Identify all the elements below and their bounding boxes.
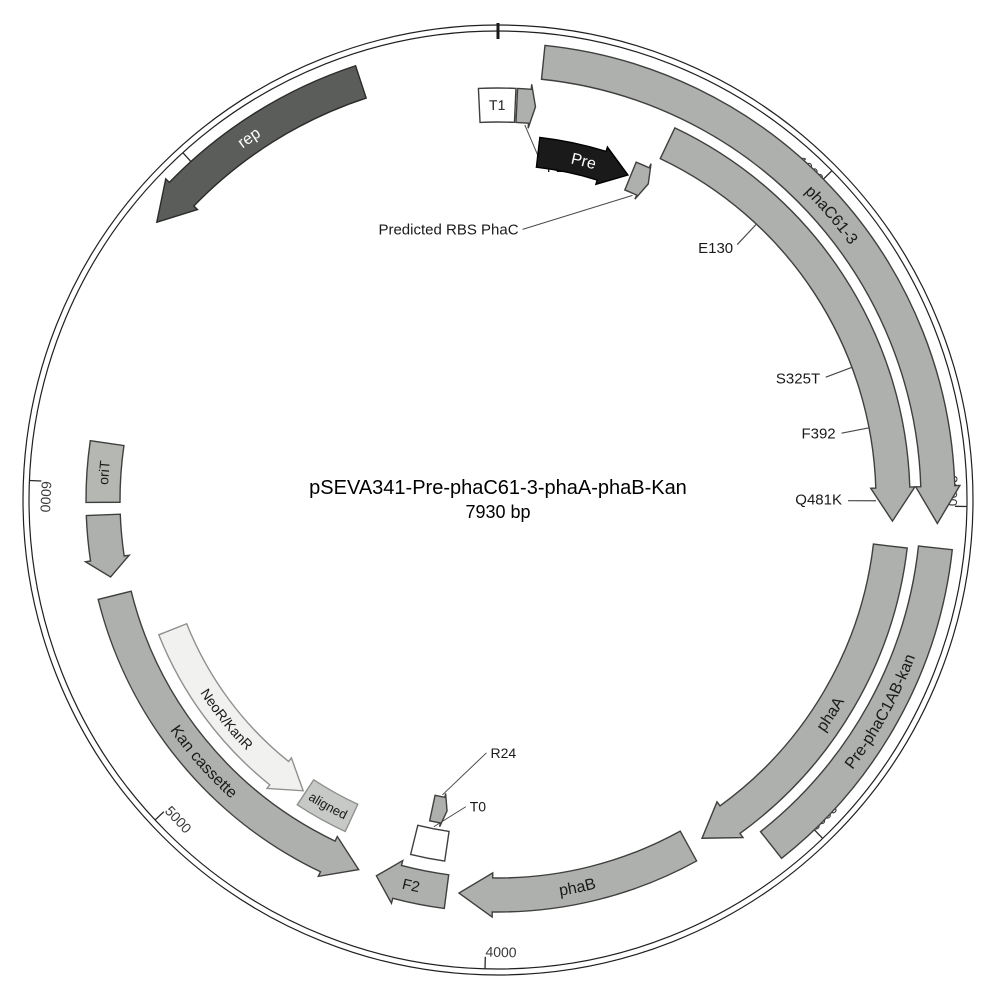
leader-RBS — [523, 195, 633, 229]
feature-F24 — [516, 84, 536, 128]
plasmid-name: pSEVA341-Pre-phaC61-3-phaA-phaB-Kan — [309, 477, 687, 499]
center-title: pSEVA341-Pre-phaC61-3-phaA-phaB-Kan 7930 … — [309, 477, 687, 522]
site-label-F392: F392 — [801, 425, 835, 442]
site-label-E130: E130 — [698, 240, 733, 257]
plasmid-map: 1000200030004000500060007000F24Predicted… — [0, 0, 997, 1000]
tick-6000: 6000 — [37, 481, 54, 513]
feature-label-RBS: Predicted RBS PhaC — [378, 221, 518, 238]
plasmid-size: 7930 bp — [465, 502, 530, 522]
site-label-S325T: S325T — [776, 370, 820, 387]
site-tick-S325T — [826, 367, 852, 377]
site-tick-E130 — [737, 224, 756, 244]
feature-gapArc — [85, 514, 129, 577]
feature-label-R24: R24 — [490, 745, 516, 761]
feature-T0 — [411, 825, 449, 861]
leader-R24 — [442, 753, 486, 795]
feature-RBS — [625, 162, 651, 199]
tick-4000: 4000 — [485, 944, 517, 961]
feature-rep — [157, 66, 366, 222]
feature-label-T0: T0 — [470, 799, 487, 815]
feature-R24 — [430, 793, 447, 826]
T1-label: T1 — [489, 97, 506, 113]
site-label-Q481K: Q481K — [795, 492, 842, 509]
site-tick-F392 — [842, 428, 869, 433]
feature-phaB — [459, 831, 697, 917]
site-markers: E130 S325T F392 Q481K — [698, 224, 876, 509]
